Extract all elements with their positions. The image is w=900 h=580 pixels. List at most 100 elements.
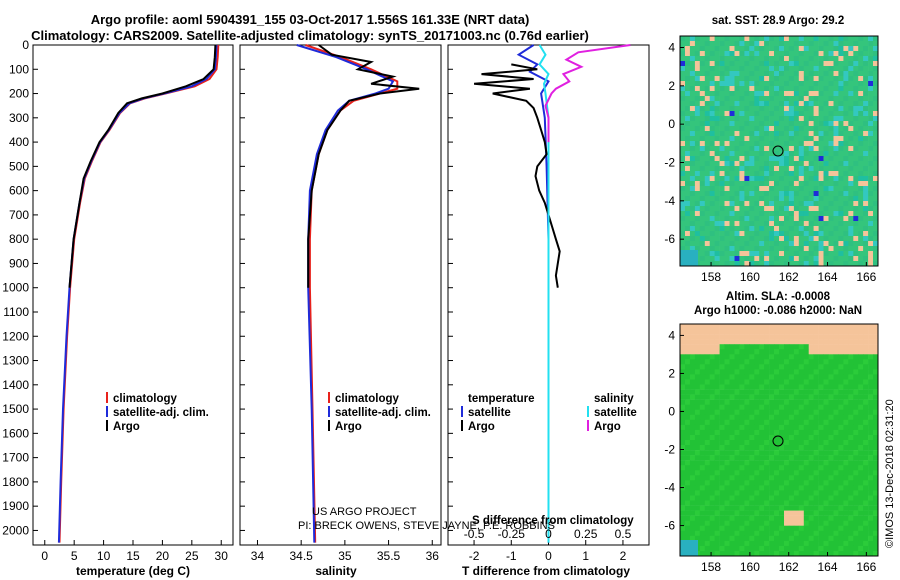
map-cell — [863, 490, 869, 496]
map-cell — [828, 226, 834, 232]
map-cell — [704, 256, 711, 262]
map-cell — [853, 369, 859, 375]
map-cell — [769, 121, 775, 127]
map-cell — [818, 151, 824, 157]
map-cell — [828, 171, 834, 177]
map-cell — [694, 61, 701, 67]
map-cell — [719, 216, 725, 222]
map-cell — [828, 211, 834, 217]
map-cell — [828, 530, 834, 537]
map-cell — [803, 121, 810, 127]
map-cell — [858, 500, 864, 506]
map-cell — [680, 535, 686, 542]
map-cell — [779, 81, 785, 87]
map-cell — [724, 61, 730, 67]
map-cell — [818, 61, 824, 67]
map-cell — [744, 171, 750, 177]
map-cell — [754, 520, 760, 526]
map-cell — [788, 324, 795, 330]
map-cell — [823, 424, 829, 431]
map-cell — [704, 191, 711, 197]
map-cell — [709, 334, 715, 340]
map-cell — [729, 540, 735, 547]
map-cell — [784, 231, 790, 237]
map-cell — [689, 231, 696, 237]
map-cell — [788, 186, 795, 192]
map-cell — [793, 96, 800, 102]
map-cell — [808, 510, 814, 516]
map-cell — [694, 419, 701, 426]
map-cell — [828, 520, 834, 526]
map-cell — [764, 334, 770, 340]
map-cell — [833, 236, 839, 242]
map-cell — [798, 384, 805, 390]
map-cell — [680, 475, 686, 481]
x-tick-label: 0 — [545, 549, 552, 563]
map-cell — [784, 146, 790, 152]
map-cell — [689, 429, 696, 436]
map-cell — [729, 56, 735, 62]
map-cell — [828, 241, 834, 247]
map-cell — [803, 545, 810, 552]
map-cell — [833, 261, 839, 267]
map-cell — [719, 510, 725, 516]
map-cell — [813, 475, 819, 481]
map-cell — [828, 470, 834, 476]
map-cell — [833, 530, 839, 537]
map-lat-label: -6 — [664, 232, 675, 246]
map-cell — [853, 329, 859, 335]
map-cell — [709, 166, 715, 172]
map-cell — [719, 455, 725, 461]
map-cell — [699, 379, 706, 385]
map-cell — [823, 41, 829, 47]
map-cell — [788, 500, 795, 506]
map-cell — [724, 106, 730, 112]
map-cell — [784, 379, 790, 385]
map-cell — [689, 389, 696, 395]
map-cell — [724, 394, 730, 400]
map-cell — [739, 91, 745, 97]
map-cell — [833, 329, 839, 335]
map-cell — [704, 490, 711, 496]
map-cell — [798, 146, 805, 152]
map-cell — [704, 206, 711, 212]
map-cell — [813, 111, 819, 117]
map-cell — [724, 409, 730, 415]
map-cell — [863, 520, 869, 526]
imos-credit: ©IMOS 13-Dec-2018 02:31:20 — [884, 399, 896, 548]
map-cell — [694, 146, 701, 152]
map-cell — [803, 56, 810, 62]
map-cell — [848, 450, 854, 456]
map-cell — [739, 379, 745, 385]
map-cell — [858, 455, 864, 461]
map-cell — [709, 394, 715, 400]
map-cell — [803, 414, 810, 421]
map-cell — [784, 36, 790, 42]
map-cell — [803, 171, 810, 177]
map-cell — [729, 354, 735, 360]
map-cell — [759, 455, 765, 461]
map-cell — [788, 429, 795, 436]
map-cell — [769, 414, 775, 421]
map-cell — [784, 186, 790, 192]
map-cell — [759, 364, 765, 370]
map-cell — [853, 146, 859, 152]
map-cell — [689, 81, 696, 87]
map-cell — [694, 151, 701, 157]
map-cell — [680, 409, 686, 415]
map-cell — [764, 191, 770, 197]
map-cell — [694, 166, 701, 172]
map-lat-label: -4 — [664, 481, 675, 495]
map-cell — [873, 196, 879, 202]
map-cell — [764, 226, 770, 232]
map-cell — [699, 495, 706, 501]
map-cell — [863, 515, 869, 521]
map-cell — [749, 515, 755, 521]
map-cell — [803, 116, 810, 122]
map-cell — [680, 101, 686, 107]
map-cell — [838, 500, 844, 506]
map-cell — [754, 399, 760, 405]
map-cell — [779, 359, 785, 365]
map-cell — [779, 379, 785, 385]
map-cell — [793, 166, 800, 172]
